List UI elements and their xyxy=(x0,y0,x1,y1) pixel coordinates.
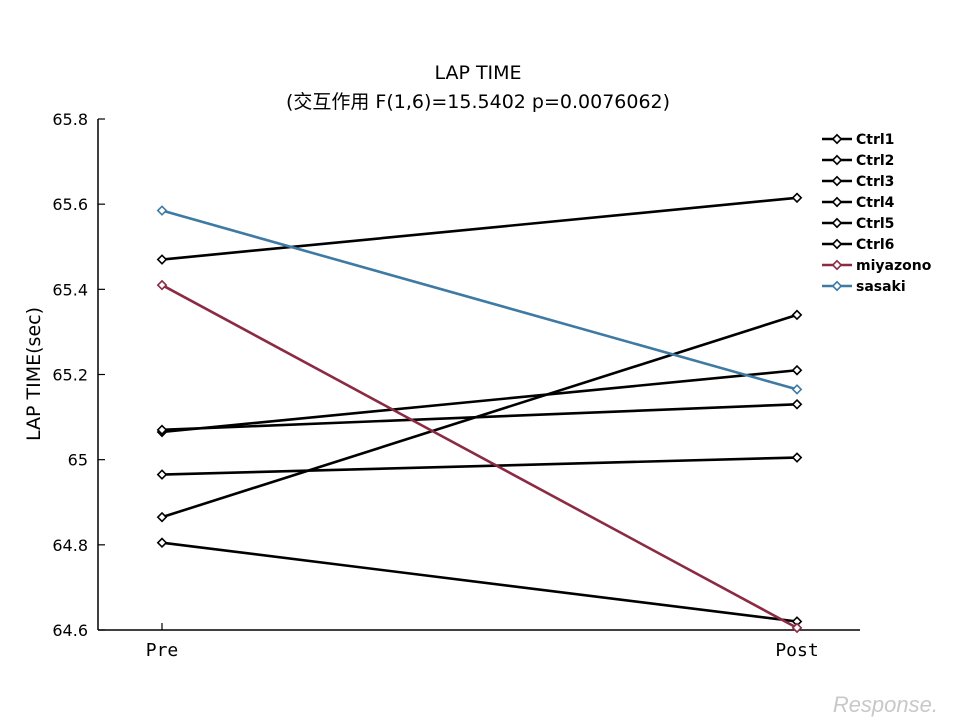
legend-label: Ctrl6 xyxy=(856,237,894,253)
series-line xyxy=(161,283,798,630)
y-tick-label: 64.8 xyxy=(52,536,88,555)
legend-item-ctrl4: Ctrl4 xyxy=(822,195,895,211)
legend-item-ctrl2: Ctrl2 xyxy=(822,153,894,169)
series-line xyxy=(161,541,798,623)
legend-marker xyxy=(831,133,843,145)
legend-item-ctrl6: Ctrl6 xyxy=(822,237,894,253)
chart-title: LAP TIME xyxy=(434,62,521,84)
legend-marker xyxy=(831,154,843,166)
data-point xyxy=(156,205,168,216)
x-ticks: Pre Post xyxy=(146,623,819,661)
x-tick-label: Post xyxy=(775,640,818,661)
data-point xyxy=(156,424,168,436)
legend-marker xyxy=(831,217,843,229)
data-point xyxy=(791,309,803,321)
y-tick-label: 64.6 xyxy=(52,621,88,640)
legend-item-ctrl3: Ctrl3 xyxy=(822,174,894,190)
legend: Ctrl1 Ctrl2 Ctrl3 Ctrl4 Ctrl5 Ctrl6 miyazono sa… xyxy=(822,132,932,295)
legend-label: Ctrl1 xyxy=(856,132,894,148)
y-tick-label: 65.8 xyxy=(52,110,88,129)
series-ctrl1 xyxy=(156,192,803,265)
legend-label: Ctrl2 xyxy=(856,153,894,169)
legend-label: miyazono xyxy=(856,258,932,274)
legend-label: Ctrl4 xyxy=(856,195,895,211)
data-point xyxy=(156,537,168,549)
data-point xyxy=(156,511,168,523)
data-point xyxy=(791,452,803,463)
legend-marker xyxy=(831,259,843,271)
legend-label: Ctrl5 xyxy=(856,216,894,232)
legend-item-miyazono: miyazono xyxy=(822,258,932,274)
legend-marker xyxy=(831,175,843,187)
y-ticks: 65.8 65.6 65.4 65.2 65 64.8 64.6 xyxy=(52,110,105,640)
chart-subtitle: (交互作用 F(1,6)=15.5402 p=0.0076062) xyxy=(286,91,670,113)
series-line xyxy=(161,196,798,261)
series-ctrl5 xyxy=(156,452,803,480)
y-axis-label: LAP TIME(sec) xyxy=(23,307,45,441)
legend-item-ctrl1: Ctrl1 xyxy=(822,132,894,148)
series-line xyxy=(161,456,798,476)
series-line xyxy=(161,403,798,432)
legend-marker xyxy=(831,238,843,250)
series-miyazono xyxy=(156,279,803,634)
series-sasaki xyxy=(156,205,803,395)
data-point xyxy=(791,398,803,410)
data-point xyxy=(156,469,168,480)
data-point xyxy=(791,364,803,376)
data-point xyxy=(156,279,168,291)
series-line xyxy=(161,368,798,434)
series-group xyxy=(156,192,803,634)
watermark-logo: Response. xyxy=(833,692,938,717)
series-line xyxy=(161,209,798,391)
y-tick-label: 65 xyxy=(68,451,88,470)
data-point xyxy=(791,192,803,204)
legend-marker xyxy=(831,196,843,208)
y-tick-label: 65.4 xyxy=(52,280,88,299)
legend-label: Ctrl3 xyxy=(856,174,894,190)
data-point xyxy=(791,622,803,634)
legend-item-ctrl5: Ctrl5 xyxy=(822,216,894,232)
data-point xyxy=(791,384,803,395)
data-point xyxy=(156,254,168,265)
legend-item-sasaki: sasaki xyxy=(822,279,906,295)
legend-marker xyxy=(831,280,843,292)
x-tick-label: Pre xyxy=(146,640,179,661)
y-tick-label: 65.6 xyxy=(52,195,88,214)
legend-label: sasaki xyxy=(856,279,906,295)
series-ctrl6 xyxy=(156,537,803,627)
y-tick-label: 65.2 xyxy=(52,366,88,385)
series-ctrl4 xyxy=(156,398,803,436)
